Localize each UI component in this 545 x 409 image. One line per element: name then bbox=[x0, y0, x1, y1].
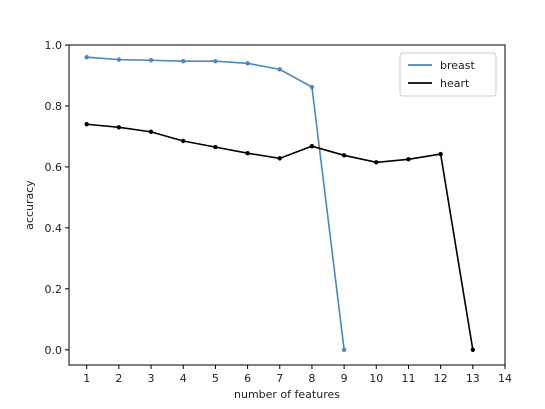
axis-ticks: 1 2 3 4 5 6 7 8 9 10 11 12 13 140.00.20.40.60.81.0 bbox=[45, 39, 513, 385]
x-axis-label: number of features bbox=[234, 388, 340, 401]
x-tick-label: 8 bbox=[308, 372, 315, 385]
y-tick-label: 0.6 bbox=[45, 161, 63, 174]
data-point-heart bbox=[181, 138, 186, 144]
y-tick-label: 0.0 bbox=[45, 344, 63, 357]
y-axis-label: accuracy bbox=[23, 180, 36, 230]
data-point-breast bbox=[277, 67, 282, 72]
data-point-heart bbox=[438, 151, 443, 157]
legend: breast heart bbox=[399, 52, 497, 97]
x-tick-label: 14 bbox=[498, 372, 512, 385]
data-point-heart bbox=[341, 153, 347, 158]
data-point-heart bbox=[309, 143, 315, 149]
data-point-heart bbox=[148, 129, 154, 135]
x-tick-label: 13 bbox=[466, 372, 480, 385]
series-lines bbox=[84, 54, 476, 352]
x-tick-label: 3 bbox=[148, 372, 155, 385]
plot-area bbox=[68, 44, 506, 366]
data-point-breast bbox=[116, 57, 122, 62]
y-tick-label: 1.0 bbox=[45, 39, 63, 52]
data-point-heart bbox=[277, 156, 282, 161]
x-tick-label: 2 bbox=[115, 372, 122, 385]
data-point-breast bbox=[341, 347, 347, 352]
x-tick-label: 1 bbox=[83, 372, 90, 385]
y-tick-label: 0.8 bbox=[45, 100, 63, 113]
x-tick-label: 6 bbox=[244, 372, 251, 385]
x-tick-label: 12 bbox=[434, 372, 448, 385]
data-point-heart bbox=[374, 160, 379, 165]
x-tick-label: 10 bbox=[369, 372, 383, 385]
data-point-breast bbox=[309, 84, 315, 90]
legend-label-heart: heart bbox=[440, 77, 470, 90]
data-point-heart bbox=[84, 122, 89, 127]
data-point-breast bbox=[181, 58, 186, 64]
data-point-heart bbox=[245, 150, 250, 156]
series-line-breast bbox=[86, 56, 345, 350]
x-tick-label: 5 bbox=[212, 372, 219, 385]
data-point-heart bbox=[470, 347, 476, 352]
x-tick-label: 9 bbox=[341, 372, 348, 385]
legend-label-breast: breast bbox=[440, 59, 476, 72]
y-tick-label: 0.2 bbox=[45, 283, 63, 296]
x-tick-label: 4 bbox=[180, 372, 187, 385]
data-point-breast bbox=[148, 58, 154, 63]
y-tick-label: 0.4 bbox=[45, 222, 63, 235]
x-tick-label: 11 bbox=[401, 372, 415, 385]
data-point-heart bbox=[213, 144, 218, 150]
data-point-breast bbox=[213, 58, 218, 64]
x-tick-label: 7 bbox=[276, 372, 283, 385]
data-point-breast bbox=[245, 61, 250, 66]
data-point-heart bbox=[406, 157, 411, 162]
data-point-breast bbox=[84, 54, 89, 60]
legend-box bbox=[399, 52, 497, 97]
data-point-heart bbox=[116, 125, 122, 130]
